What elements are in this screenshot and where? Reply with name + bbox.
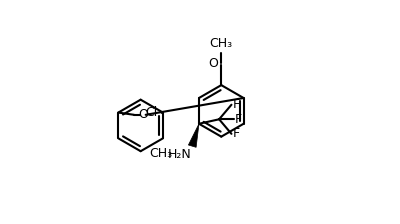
- Polygon shape: [188, 124, 199, 147]
- Text: F: F: [232, 98, 240, 111]
- Text: H₂N: H₂N: [167, 148, 191, 162]
- Text: Cl: Cl: [145, 106, 157, 119]
- Text: CH₃: CH₃: [210, 37, 233, 50]
- Text: F: F: [235, 113, 242, 126]
- Text: F: F: [232, 127, 240, 140]
- Text: O: O: [208, 57, 218, 70]
- Text: O: O: [138, 108, 148, 121]
- Text: CH₃: CH₃: [149, 147, 172, 160]
